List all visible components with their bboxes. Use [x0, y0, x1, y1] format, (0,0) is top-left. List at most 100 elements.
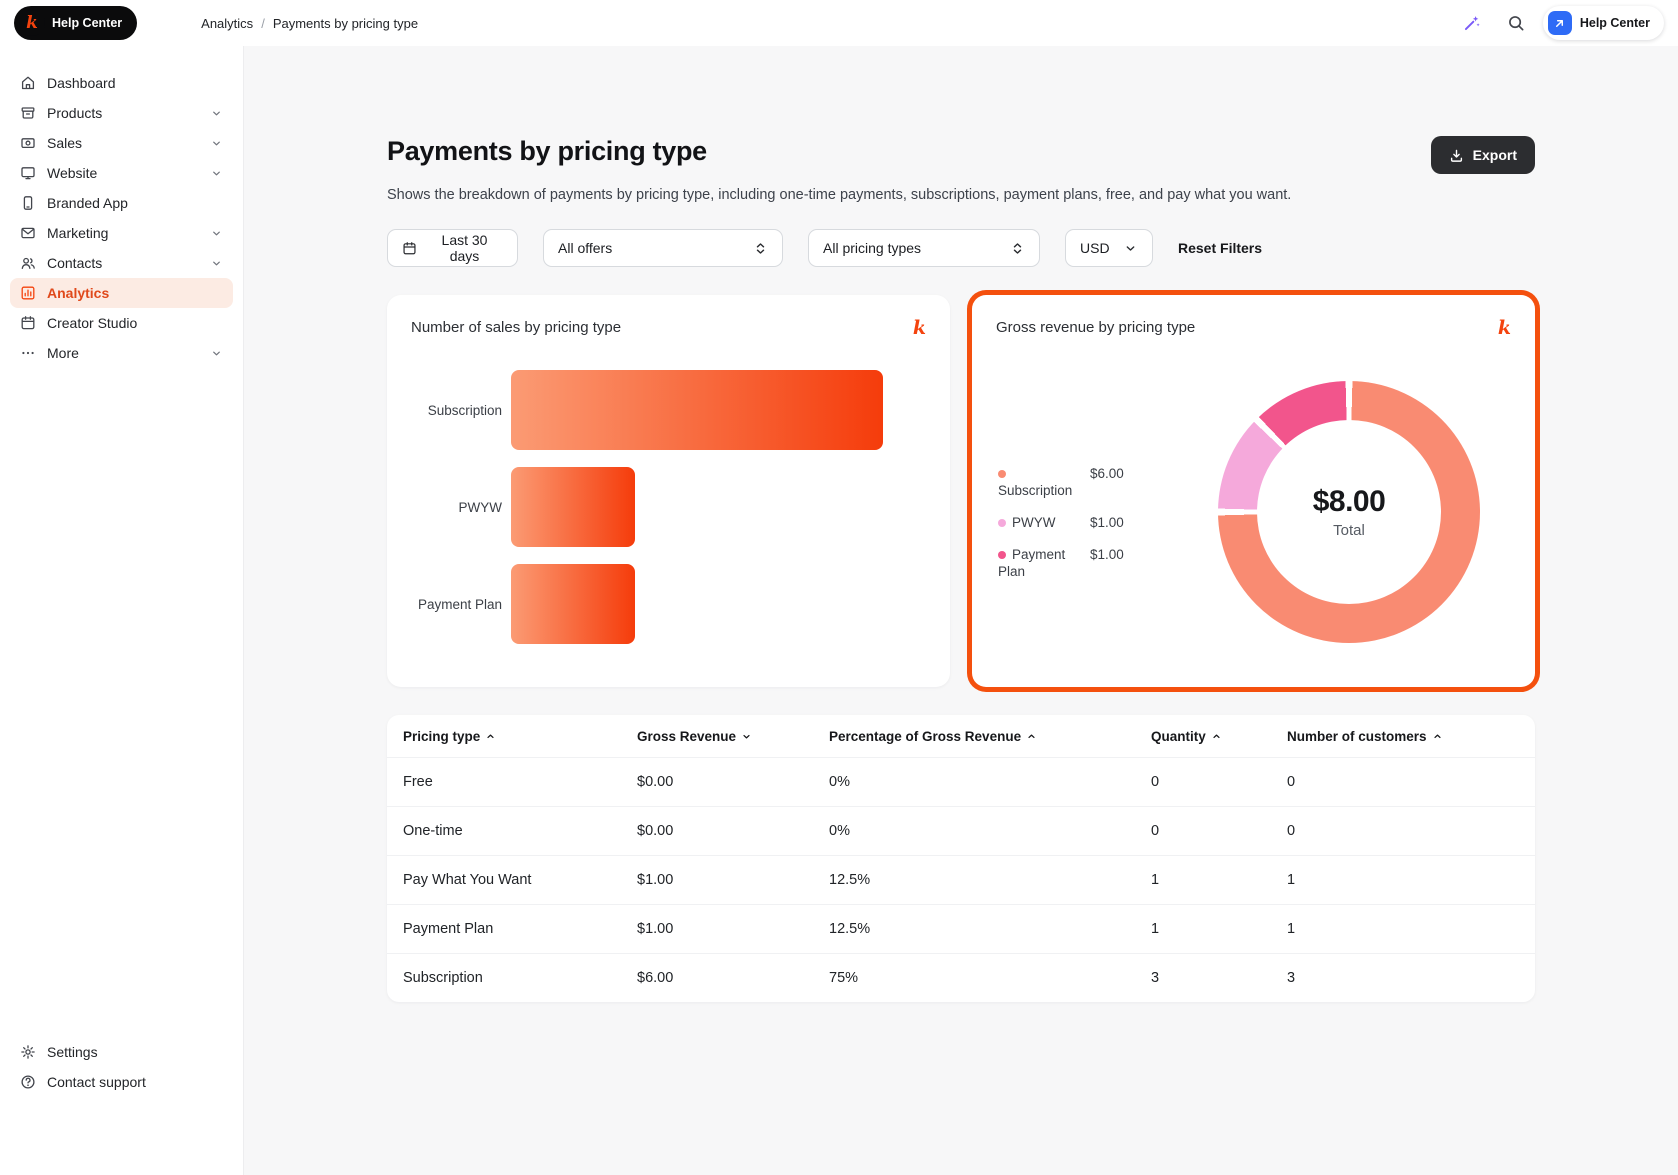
more-icon	[20, 345, 36, 361]
products-icon	[20, 105, 36, 121]
help-center-button-label: Help Center	[1579, 16, 1650, 30]
bar-row: Subscription	[411, 370, 926, 450]
kajabi-logo-icon: k	[1497, 317, 1511, 339]
sidebar-item-analytics[interactable]: Analytics	[10, 278, 233, 308]
legend-dot	[998, 470, 1006, 478]
legend-dot	[998, 519, 1006, 527]
chevron-updown-icon	[1010, 241, 1025, 256]
table-cell: 0%	[829, 823, 850, 839]
table-cell: $0.00	[637, 774, 674, 790]
table-cell: 0	[1151, 823, 1160, 839]
pricing-types-filter-value: All pricing types	[823, 240, 922, 256]
sidebar-item-branded-app[interactable]: Branded App	[10, 188, 233, 218]
donut-total-value: $8.00	[1312, 485, 1386, 518]
table-cell: 1	[1151, 872, 1160, 888]
sidebar-item-label: Contacts	[47, 255, 103, 271]
export-button[interactable]: Export	[1430, 136, 1535, 174]
chevron-down-icon	[210, 137, 223, 150]
table-cell: Subscription	[403, 970, 483, 986]
breadcrumb-item-analytics[interactable]: Analytics	[201, 15, 254, 31]
currency-filter-value: USD	[1080, 240, 1110, 256]
legend-label: Payment Plan	[998, 547, 1066, 579]
sidebar-item-products[interactable]: Products	[10, 98, 233, 128]
pricing-types-filter[interactable]: All pricing types	[808, 229, 1040, 267]
currency-filter[interactable]: USD	[1065, 229, 1153, 267]
sidebar-item-dashboard[interactable]: Dashboard	[10, 68, 233, 98]
table-row-pay-what-you-want: Pay What You Want $1.00 12.5% 1 1	[387, 855, 1535, 904]
search-button[interactable]	[1499, 6, 1533, 40]
date-range-filter[interactable]: Last 30 days	[387, 229, 518, 267]
reset-filters-button[interactable]: Reset Filters	[1178, 240, 1263, 256]
column-header-pricing-type[interactable]: Pricing type	[403, 729, 637, 744]
filters-bar: Last 30 days All offers All pricing type…	[387, 229, 1535, 267]
kajabi-logo-letter: k	[26, 12, 38, 33]
donut-total-label: Total	[1333, 522, 1365, 539]
arrow-up-right-icon	[1553, 17, 1566, 30]
offers-filter-value: All offers	[558, 240, 613, 256]
main-area: Payments by pricing type Export Shows th…	[244, 46, 1678, 1175]
chevron-down-icon	[210, 347, 223, 360]
table-cell: One-time	[403, 823, 463, 839]
bar-subscription	[511, 370, 883, 450]
sort-icon	[1432, 731, 1443, 742]
sort-icon	[1026, 731, 1037, 742]
table-cell: 12.5%	[829, 921, 871, 937]
bar-label: Subscription	[427, 402, 502, 418]
card-title: Gross revenue by pricing type	[996, 319, 1196, 336]
analytics-icon	[20, 285, 36, 301]
branded-app-icon	[20, 195, 36, 211]
chevron-down-icon	[210, 257, 223, 270]
column-header-percentage-of-gross-revenue[interactable]: Percentage of Gross Revenue	[829, 729, 1151, 744]
table-cell: Payment Plan	[403, 921, 494, 937]
date-range-value: Last 30 days	[441, 232, 488, 264]
sidebar-item-label: Dashboard	[47, 75, 116, 91]
topbar-actions: Help Center	[1455, 6, 1664, 40]
page-header: Payments by pricing type Export	[387, 136, 1535, 174]
table-cell: 0%	[829, 774, 850, 790]
calendar-icon	[402, 241, 417, 256]
table-cell: 0	[1287, 823, 1296, 839]
sidebar-item-website[interactable]: Website	[10, 158, 233, 188]
help-circle-icon	[20, 1074, 36, 1090]
sidebar-item-label: Contact support	[47, 1074, 146, 1090]
sidebar-item-sales[interactable]: Sales	[10, 128, 233, 158]
legend-item-subscription: Subscription $6.00	[998, 465, 1174, 499]
chevron-down-icon	[210, 167, 223, 180]
pricing-type-table: Pricing type Gross Revenue Percentage of…	[387, 715, 1535, 1002]
sidebar-item-creator-studio[interactable]: Creator Studio	[10, 308, 233, 338]
chevron-updown-icon	[753, 241, 768, 256]
sidebar-item-label: Products	[47, 105, 103, 121]
sidebar-item-label: Website	[47, 165, 98, 181]
sidebar-item-contacts[interactable]: Contacts	[10, 248, 233, 278]
sidebar-item-more[interactable]: More	[10, 338, 233, 368]
table-cell: Free	[403, 774, 433, 790]
sidebar-item-marketing[interactable]: Marketing	[10, 218, 233, 248]
charts-row: Number of sales by pricing type k Subscr…	[387, 295, 1535, 687]
sidebar-item-label: Settings	[47, 1044, 98, 1060]
sidebar-item-contact-support[interactable]: Contact support	[10, 1067, 233, 1097]
sidebar-item-label: More	[47, 345, 79, 361]
legend-item-pwyw: PWYW $1.00	[998, 514, 1174, 531]
sidebar-item-settings[interactable]: Settings	[10, 1037, 233, 1067]
column-header-number-of-customers[interactable]: Number of customers	[1287, 729, 1519, 744]
legend-value: $1.00	[1090, 547, 1124, 562]
table-row-one-time: One-time $0.00 0% 0 0	[387, 806, 1535, 855]
bar-label: Payment Plan	[417, 596, 502, 612]
sidebar-item-label: Creator Studio	[47, 315, 138, 331]
table-cell: 3	[1287, 970, 1296, 986]
column-header-gross-revenue[interactable]: Gross Revenue	[637, 729, 829, 744]
donut-center: $8.00 Total	[1257, 420, 1441, 604]
offers-filter[interactable]: All offers	[543, 229, 783, 267]
gross-revenue-card: Gross revenue by pricing type k Subscrip…	[972, 295, 1535, 687]
sort-icon	[485, 731, 496, 742]
table-cell: 12.5%	[829, 872, 871, 888]
sort-icon	[1211, 731, 1222, 742]
card-title: Number of sales by pricing type	[411, 319, 622, 336]
sales-icon	[20, 135, 36, 151]
help-center-button[interactable]: Help Center	[1542, 6, 1664, 40]
column-header-quantity[interactable]: Quantity	[1151, 729, 1287, 744]
magic-wand-button[interactable]	[1455, 6, 1489, 40]
sidebar-nav-list: Dashboard Products Sales Website Branded…	[0, 68, 243, 368]
table-cell: 1	[1151, 921, 1160, 937]
help-center-badge[interactable]: k Help Center	[14, 6, 138, 40]
